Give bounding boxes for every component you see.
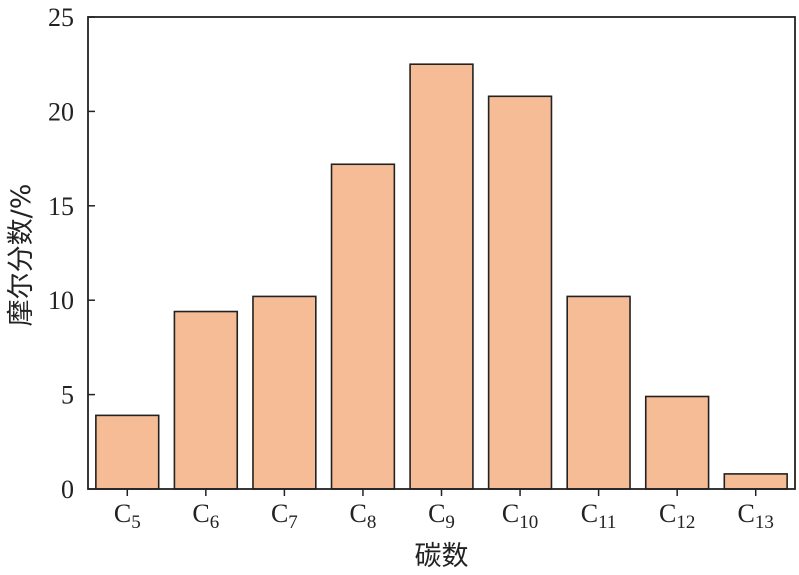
y-tick-label: 5 [61,381,74,410]
x-tick-label: C10 [502,499,538,533]
bar-C6 [173,310,239,490]
bar-C9 [409,63,474,490]
x-tick-label: C9 [428,499,455,533]
y-tick-label: 15 [48,192,74,221]
y-tick-label: 10 [48,286,74,315]
y-axis-title: 摩尔分数/% [6,184,37,327]
bar-C13 [723,473,788,490]
y-tick-label: 0 [61,475,74,504]
x-tick-label: C12 [659,499,695,533]
y-tick-label: 20 [48,97,74,126]
axes-layer [87,16,796,496]
bar-C11 [566,295,631,490]
plot-frame [87,16,796,490]
bar-C5 [95,414,160,490]
x-tick-label: C7 [271,499,298,533]
x-tick-label: C8 [350,499,377,533]
bar-C8 [330,163,396,490]
x-tick-label: C6 [192,499,219,533]
bar-C12 [644,395,710,490]
x-tick-label: C5 [114,499,141,533]
x-axis-title: 碳数 [415,541,469,572]
labels-layer: 碳数 摩尔分数/% C5 C6 C7 C8 C9 C10 C11 C12 C13 0 5 10 15 20… [6,3,774,572]
x-tick-label: C11 [581,499,617,533]
bar-C10 [487,95,553,490]
x-tick-label: C13 [738,499,774,533]
bars-layer [95,63,788,490]
y-tick-label: 25 [48,3,74,32]
bar-C7 [252,295,317,490]
